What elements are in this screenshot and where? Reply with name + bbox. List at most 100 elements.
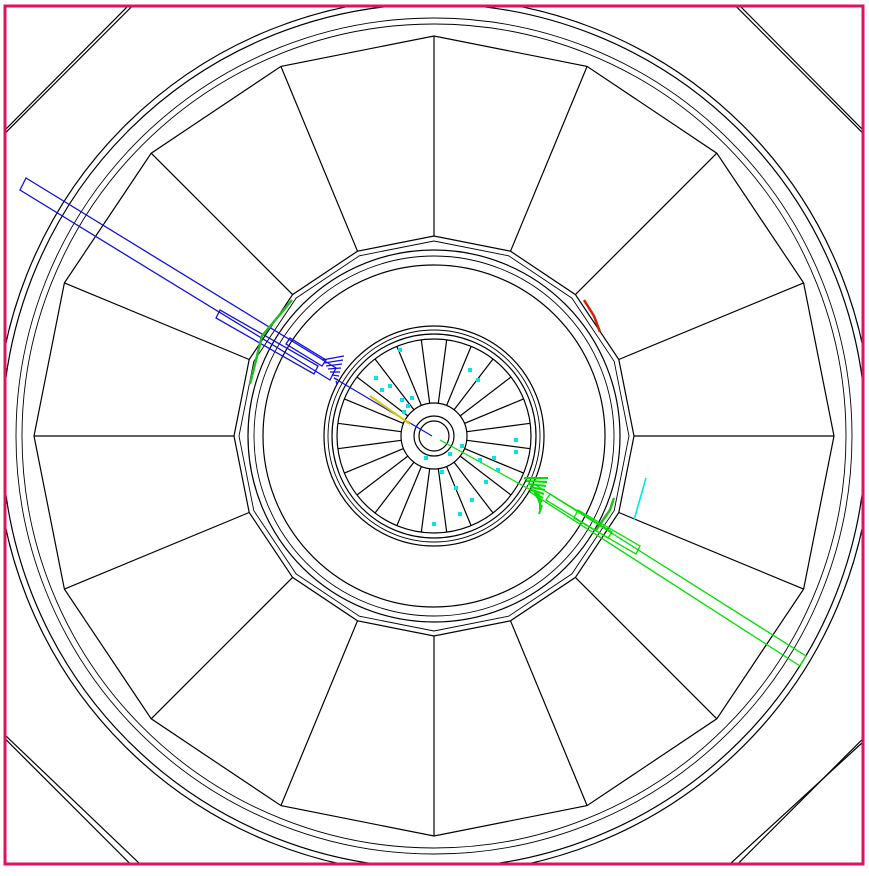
hcal-outer-ring <box>262 264 606 608</box>
muon-segment <box>525 480 548 483</box>
tracker-spoke <box>337 439 402 450</box>
muon-sector-spoke <box>280 620 359 806</box>
hit-point <box>478 458 482 462</box>
muon-sector-spoke <box>574 152 718 296</box>
yoke-corner-line <box>739 6 863 131</box>
tracker-spoke <box>337 422 402 433</box>
hit-point <box>440 470 444 474</box>
muon-sector-spoke <box>150 152 294 296</box>
tracker-spoke <box>356 455 409 496</box>
muon-segment <box>325 363 343 367</box>
tracker-spoke <box>466 422 531 433</box>
tracker-spoke <box>453 358 494 411</box>
calo-deposit-red <box>582 299 602 333</box>
muon-sector-spoke <box>509 620 588 806</box>
tracker-outer-ring <box>336 338 532 534</box>
solenoid-outer-polygon-2 <box>238 240 630 632</box>
beam-pipe-outer <box>413 415 455 457</box>
muon-segment <box>335 380 338 385</box>
hit-point <box>424 456 428 460</box>
yoke-corner-line <box>729 741 863 864</box>
pixel-ring <box>400 402 468 470</box>
hit-point <box>388 384 392 388</box>
muon-mid-ring <box>15 17 853 855</box>
muon-sector-spoke <box>280 66 359 252</box>
hit-point <box>496 468 500 472</box>
tracker-spoke <box>464 398 524 424</box>
hit-point <box>458 512 462 516</box>
muon-sector-spoke <box>150 576 294 720</box>
tracker-spoke <box>464 448 524 474</box>
muon-chamber-hit <box>285 337 327 367</box>
muon-sector-spoke <box>618 511 804 590</box>
muon-segment <box>529 486 546 491</box>
solenoid-outer-polygon <box>233 235 635 637</box>
calo-hit-cyan <box>633 477 647 521</box>
beam-pipe <box>418 420 450 452</box>
ecal-outer-ring <box>323 325 545 547</box>
yoke-corner-line <box>5 6 129 131</box>
muon-segment <box>327 367 342 370</box>
hit-point <box>492 456 496 460</box>
hit-point <box>448 452 452 456</box>
muon-mid-ring-2 <box>21 23 847 849</box>
muon-chamber-hit <box>215 309 319 375</box>
hit-point <box>476 378 480 382</box>
muon-sector-spoke <box>64 282 250 361</box>
tracker-spoke <box>374 358 415 411</box>
muon-track-blue <box>333 377 433 437</box>
muon-segment <box>321 355 345 361</box>
tracker-spoke <box>344 448 404 474</box>
solenoid-ring <box>247 249 621 623</box>
hit-point <box>432 522 436 526</box>
ecal-ring-2 <box>327 329 541 543</box>
event-tracks <box>19 177 807 667</box>
yoke-corner-line <box>5 734 141 864</box>
tracker-spoke <box>374 461 415 514</box>
hit-point <box>410 396 414 400</box>
muon-segment <box>538 504 543 515</box>
muon-segment <box>533 492 544 499</box>
hit-point <box>514 450 518 454</box>
muon-hits-blue <box>19 177 345 385</box>
muon-track-green <box>439 439 541 496</box>
hit-point <box>402 410 406 414</box>
hit-point <box>460 444 464 448</box>
hit-point <box>398 348 402 352</box>
tracker-spoke <box>437 468 448 533</box>
tracker-spoke <box>459 455 512 496</box>
hit-point <box>454 486 458 490</box>
muon-chamber-hit <box>545 493 613 539</box>
tracker-spoke <box>446 466 472 526</box>
hit-point <box>468 368 472 372</box>
hit-point <box>406 404 410 408</box>
muon-sector-spoke <box>509 66 588 252</box>
hit-point <box>484 480 488 484</box>
muon-segment <box>333 377 339 381</box>
muon-hits-green <box>524 477 807 667</box>
tracker-spoke <box>453 461 494 514</box>
tracker-hits-cyan <box>374 348 518 526</box>
muon-segment <box>531 489 545 495</box>
hit-point <box>514 438 518 442</box>
muon-chamber-hit <box>573 509 641 555</box>
hcal-ring <box>253 255 615 617</box>
muon-sector-spoke <box>618 282 804 361</box>
tracker-spoke <box>466 439 531 450</box>
tracker-spoke <box>356 376 409 417</box>
tracker-hit-yellow <box>369 395 411 425</box>
muon-sector-spoke <box>64 511 250 590</box>
calo-deposit-green <box>248 299 293 385</box>
tracker-spoke <box>437 339 448 404</box>
view-frame <box>3 4 865 866</box>
hit-point <box>470 498 474 502</box>
muon-segment <box>527 483 547 487</box>
tracker-spoke <box>420 339 431 404</box>
hit-point <box>380 388 384 392</box>
tracker-spoke <box>396 346 422 406</box>
calo-deposit-green <box>594 497 616 531</box>
